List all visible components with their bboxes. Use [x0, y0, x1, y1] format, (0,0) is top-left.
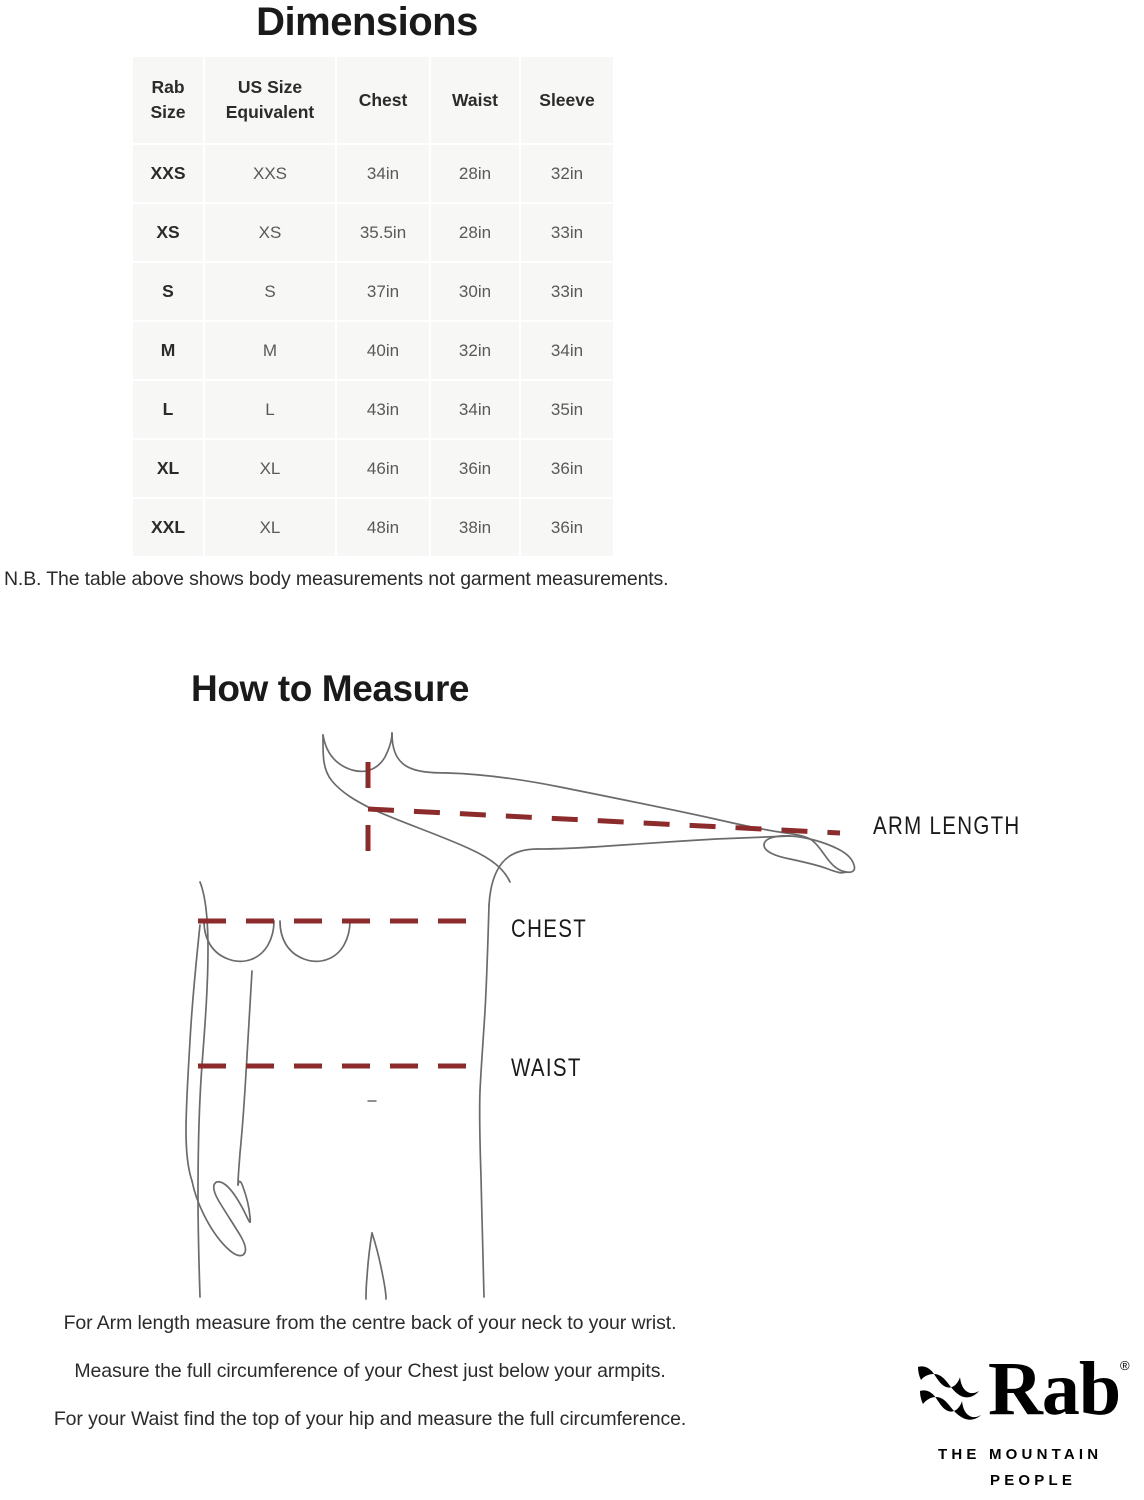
table-header-row: Rab Size US Size Equivalent Chest Waist … — [133, 57, 613, 143]
cell-chest: 34in — [337, 145, 429, 202]
cell-us-size: S — [205, 263, 335, 320]
instruction-chest: Measure the full circumference of your C… — [74, 1360, 666, 1382]
body-measurement-diagram — [140, 725, 1020, 1300]
table-row: XXL XL 48in 38in 36in — [133, 499, 613, 556]
cell-waist: 34in — [431, 381, 519, 438]
table-row: S S 37in 30in 33in — [133, 263, 613, 320]
cell-waist: 30in — [431, 263, 519, 320]
cell-sleeve: 36in — [521, 440, 613, 497]
arm-length-label: ARM LENGTH — [873, 812, 1021, 840]
column-header-us-size: US Size Equivalent — [205, 57, 335, 143]
cell-waist: 28in — [431, 145, 519, 202]
instruction-arm-length: For Arm length measure from the centre b… — [63, 1312, 677, 1334]
page-title: Dimensions — [256, 0, 478, 44]
cell-waist: 28in — [431, 204, 519, 261]
cell-sleeve: 35in — [521, 381, 613, 438]
logo-tagline-line1: THE MOUNTAIN — [938, 1446, 1103, 1463]
cell-chest: 48in — [337, 499, 429, 556]
column-header-line1: US Size — [237, 77, 303, 97]
cell-us-size: XL — [205, 499, 335, 556]
rab-wordmark: Rab — [988, 1347, 1121, 1431]
logo-tagline-line2: PEOPLE — [990, 1472, 1077, 1489]
column-header-line2: Size — [150, 102, 186, 122]
cell-us-size: XL — [205, 440, 335, 497]
cell-waist: 38in — [431, 499, 519, 556]
column-header-sleeve: Sleeve — [521, 57, 613, 143]
cell-chest: 37in — [337, 263, 429, 320]
column-header-line1: Sleeve — [539, 89, 595, 110]
column-header-line1: Rab — [151, 77, 185, 97]
registered-trademark-icon: ® — [1120, 1358, 1130, 1373]
table-row: XL XL 46in 36in 36in — [133, 440, 613, 497]
rab-logo: Rab ® THE MOUNTAIN PEOPLE — [912, 1347, 1137, 1492]
table-row: M M 40in 32in 34in — [133, 322, 613, 379]
waist-label: WAIST — [511, 1054, 582, 1082]
cell-rab-size: S — [133, 263, 203, 320]
column-header-rab-size: Rab Size — [133, 57, 203, 143]
how-to-measure-title: How to Measure — [191, 668, 470, 709]
cell-rab-size: XXL — [133, 499, 203, 556]
table-row: XXS XXS 34in 28in 32in — [133, 145, 613, 202]
cell-chest: 43in — [337, 381, 429, 438]
cell-rab-size: XS — [133, 204, 203, 261]
table-note: N.B. The table above shows body measurem… — [4, 568, 669, 590]
logo-lockup: Rab ® — [912, 1347, 1137, 1431]
measure-lines — [198, 762, 841, 1069]
cell-rab-size: XL — [133, 440, 203, 497]
cell-chest: 46in — [337, 440, 429, 497]
column-header-chest: Chest — [337, 57, 429, 143]
table-row: XS XS 35.5in 28in 33in — [133, 204, 613, 261]
column-header-line1: Chest — [358, 89, 408, 110]
cell-rab-size: L — [133, 381, 203, 438]
cell-waist: 36in — [431, 440, 519, 497]
column-header-line2: Equivalent — [225, 102, 315, 122]
instruction-waist: For your Waist find the top of your hip … — [53, 1408, 687, 1430]
cell-us-size: XXS — [205, 145, 335, 202]
column-header-waist: Waist — [431, 57, 519, 143]
cell-rab-size: XXS — [133, 145, 203, 202]
rab-bird-mark-icon — [916, 1364, 982, 1425]
chest-label: CHEST — [511, 915, 588, 943]
cell-sleeve: 36in — [521, 499, 613, 556]
cell-sleeve: 32in — [521, 145, 613, 202]
cell-chest: 35.5in — [337, 204, 429, 261]
column-header-line1: Waist — [451, 89, 499, 110]
cell-sleeve: 33in — [521, 204, 613, 261]
cell-sleeve: 33in — [521, 263, 613, 320]
cell-chest: 40in — [337, 322, 429, 379]
cell-waist: 32in — [431, 322, 519, 379]
table-row: L L 43in 34in 35in — [133, 381, 613, 438]
cell-us-size: L — [205, 381, 335, 438]
size-chart-table: Rab Size US Size Equivalent Chest Waist … — [131, 55, 615, 558]
cell-us-size: XS — [205, 204, 335, 261]
cell-us-size: M — [205, 322, 335, 379]
cell-rab-size: M — [133, 322, 203, 379]
cell-sleeve: 34in — [521, 322, 613, 379]
arm-length-line — [367, 806, 841, 836]
